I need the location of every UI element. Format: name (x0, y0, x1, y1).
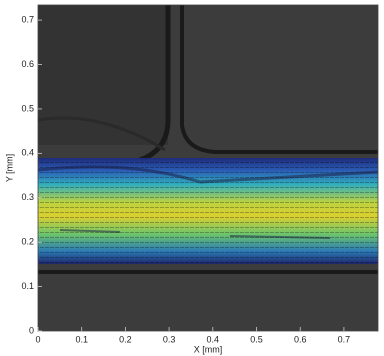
y-tick-label: 0.2 (21, 237, 34, 247)
velocity-field (37, 158, 379, 264)
x-tick-label: 0 (35, 334, 40, 344)
y-tick-label: 0.4 (21, 148, 34, 158)
y-tick-label: 0.7 (21, 14, 34, 24)
y-axis-label: Y [mm] (4, 154, 14, 182)
x-tick-label: 0.5 (250, 334, 263, 344)
y-tick-label: 0 (29, 325, 34, 335)
y-tick-label: 0.1 (21, 281, 34, 291)
x-axis-label: X [mm] (194, 344, 223, 354)
x-tick-label: 0.4 (207, 334, 220, 344)
y-tick-label: 0.5 (21, 103, 34, 113)
x-tick-label: 0.7 (338, 334, 351, 344)
x-tick-label: 0.1 (75, 334, 88, 344)
y-tick-label: 0.6 (21, 59, 34, 69)
x-tick-label: 0.6 (294, 334, 307, 344)
x-tick-label: 0.2 (119, 334, 132, 344)
y-tick-label: 0.3 (21, 192, 34, 202)
x-tick-label: 0.3 (163, 334, 176, 344)
axes-frame (37, 4, 379, 332)
